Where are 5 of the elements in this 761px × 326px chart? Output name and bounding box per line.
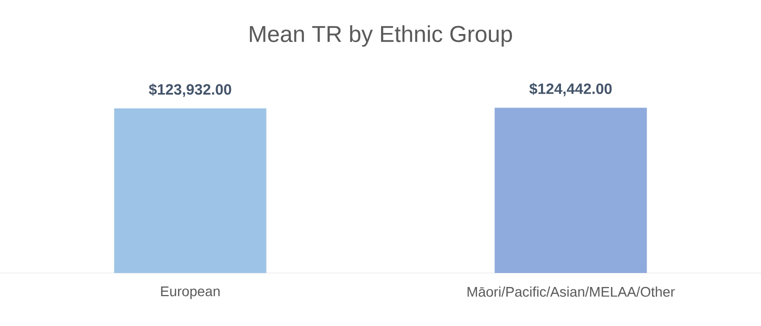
x-tick-label: European	[161, 286, 220, 300]
data-label: $123,932.00	[148, 83, 232, 97]
x-tick-label: Māori/Pacific/Asian/MELAA/Other	[468, 286, 675, 297]
chart-title: Mean TR by Ethnic Group	[250, 25, 512, 47]
data-label: $124,442.00	[529, 82, 612, 96]
